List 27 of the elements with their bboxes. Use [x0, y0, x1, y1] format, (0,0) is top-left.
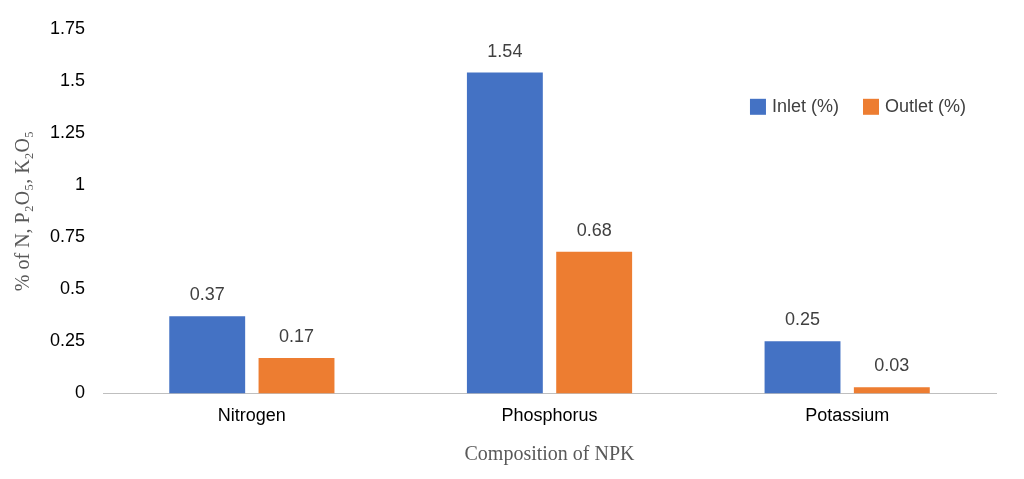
y-tick-label: 0.5 [60, 278, 86, 299]
bar [169, 316, 246, 394]
y-tick-label: 1.25 [49, 121, 86, 142]
y-tick-label: 0.75 [49, 226, 86, 247]
legend-label: Inlet (%) [771, 95, 839, 116]
y-tick-label: 1.75 [49, 17, 86, 38]
y-tick-label: 0.25 [49, 330, 86, 351]
y-tick-label: 1.5 [60, 69, 86, 90]
x-tick-label: Potassium [805, 405, 890, 426]
y-tick-label: 0 [75, 382, 86, 403]
data-label: 0.68 [576, 219, 612, 240]
y-axis-title: % of N, P₂O₅, K₂O₅ [11, 131, 34, 292]
x-axis-title: Composition of NPK [464, 442, 636, 466]
bar [466, 72, 543, 394]
data-label: 0.17 [278, 325, 315, 346]
bar [556, 251, 633, 394]
bar [853, 387, 930, 394]
data-label: 0.03 [874, 355, 910, 376]
y-tick-label: 1 [75, 174, 86, 195]
bar [258, 357, 335, 394]
data-label: 0.37 [189, 284, 225, 305]
data-label: 1.54 [487, 40, 523, 61]
data-label: 0.25 [785, 309, 821, 330]
legend-label: Outlet (%) [884, 95, 967, 116]
bar [764, 341, 841, 394]
x-tick-label: Nitrogen [217, 405, 286, 426]
x-tick-label: Phosphorus [501, 405, 598, 426]
